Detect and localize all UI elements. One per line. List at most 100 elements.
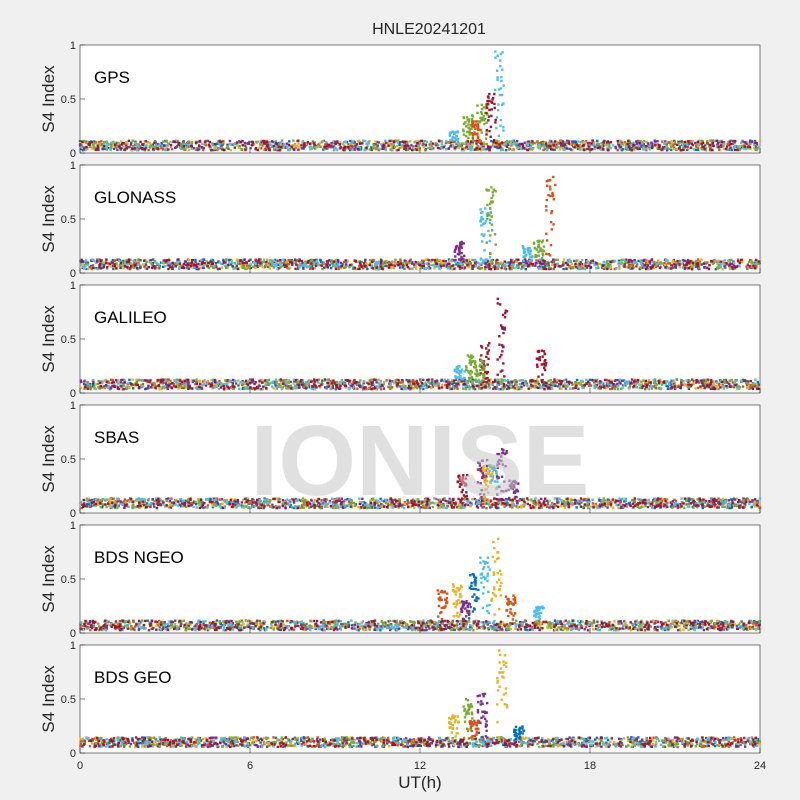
data-point: [714, 384, 717, 388]
data-point: [735, 379, 739, 382]
data-point: [251, 141, 255, 144]
data-point: [653, 378, 657, 381]
spike-point: [482, 106, 486, 109]
data-point: [651, 264, 654, 267]
data-point: [733, 148, 737, 152]
data-point: [300, 143, 303, 147]
spike-point: [526, 248, 529, 251]
data-point: [330, 261, 333, 264]
data-point: [219, 143, 223, 147]
spike-point: [549, 194, 552, 198]
data-point: [300, 259, 304, 263]
data-point: [355, 143, 359, 146]
data-point: [132, 259, 136, 263]
data-point: [290, 261, 294, 264]
data-point: [637, 259, 640, 263]
data-point: [489, 145, 492, 149]
data-point: [692, 382, 695, 386]
data-point: [353, 141, 356, 144]
data-point: [220, 145, 223, 148]
data-point: [613, 259, 617, 263]
data-point: [547, 266, 551, 269]
data-point: [547, 385, 551, 388]
data-point: [422, 387, 425, 391]
data-point: [656, 264, 659, 267]
data-point: [738, 261, 742, 265]
data-point: [539, 263, 543, 267]
data-point: [130, 384, 133, 387]
data-point: [123, 261, 127, 265]
data-point: [578, 144, 581, 147]
spike-point: [482, 119, 486, 122]
data-point: [430, 263, 434, 267]
data-point: [437, 258, 441, 262]
data-point: [330, 146, 333, 149]
data-point: [666, 387, 670, 391]
data-point: [263, 266, 266, 269]
data-point: [232, 143, 236, 146]
y-tick-label: 0.5: [61, 214, 76, 226]
data-point: [231, 265, 234, 268]
spike-point: [552, 175, 555, 179]
spike-point: [462, 122, 466, 126]
data-point: [451, 378, 454, 382]
data-point: [528, 259, 531, 263]
data-point: [419, 379, 422, 383]
data-point: [377, 141, 380, 144]
data-point: [467, 386, 471, 389]
data-point: [537, 147, 541, 150]
data-point: [247, 264, 250, 267]
data-point: [746, 147, 750, 150]
spike-point: [549, 244, 553, 247]
data-point: [525, 262, 529, 265]
data-point: [311, 140, 315, 143]
data-point: [144, 263, 148, 266]
data-point: [491, 258, 495, 262]
data-point: [611, 259, 614, 263]
data-point: [706, 139, 709, 143]
data-point: [698, 381, 701, 384]
data-point: [302, 267, 305, 270]
data-point: [529, 386, 532, 390]
data-point: [296, 264, 299, 267]
data-point: [340, 265, 344, 268]
data-point: [112, 267, 115, 271]
spike-point: [530, 258, 533, 262]
data-point: [507, 148, 511, 151]
data-point: [269, 381, 273, 385]
data-point: [549, 148, 553, 151]
data-point: [228, 258, 231, 262]
data-point: [476, 261, 480, 265]
data-point: [200, 262, 204, 266]
data-point: [394, 139, 398, 143]
data-point: [480, 149, 483, 152]
spike-point: [478, 121, 482, 124]
data-point: [196, 385, 199, 389]
data-point: [434, 142, 438, 145]
data-point: [575, 382, 579, 385]
data-point: [562, 267, 565, 271]
data-point: [496, 267, 500, 270]
data-point: [122, 384, 125, 387]
data-point: [547, 267, 550, 271]
data-point: [292, 139, 295, 142]
data-point: [261, 139, 265, 143]
data-point: [325, 263, 329, 267]
data-point: [234, 382, 238, 385]
data-point: [581, 380, 584, 383]
data-point: [646, 142, 650, 145]
data-point: [629, 264, 633, 268]
data-point: [177, 258, 180, 261]
data-point: [509, 261, 512, 264]
data-point: [110, 146, 113, 149]
data-point: [519, 147, 523, 150]
data-point: [131, 145, 134, 148]
data-point: [456, 387, 459, 390]
data-point: [236, 141, 239, 144]
data-point: [579, 267, 583, 270]
data-point: [708, 263, 711, 267]
data-point: [607, 379, 611, 382]
data-point: [588, 384, 591, 388]
spike-point: [476, 136, 480, 140]
data-point: [709, 139, 712, 142]
